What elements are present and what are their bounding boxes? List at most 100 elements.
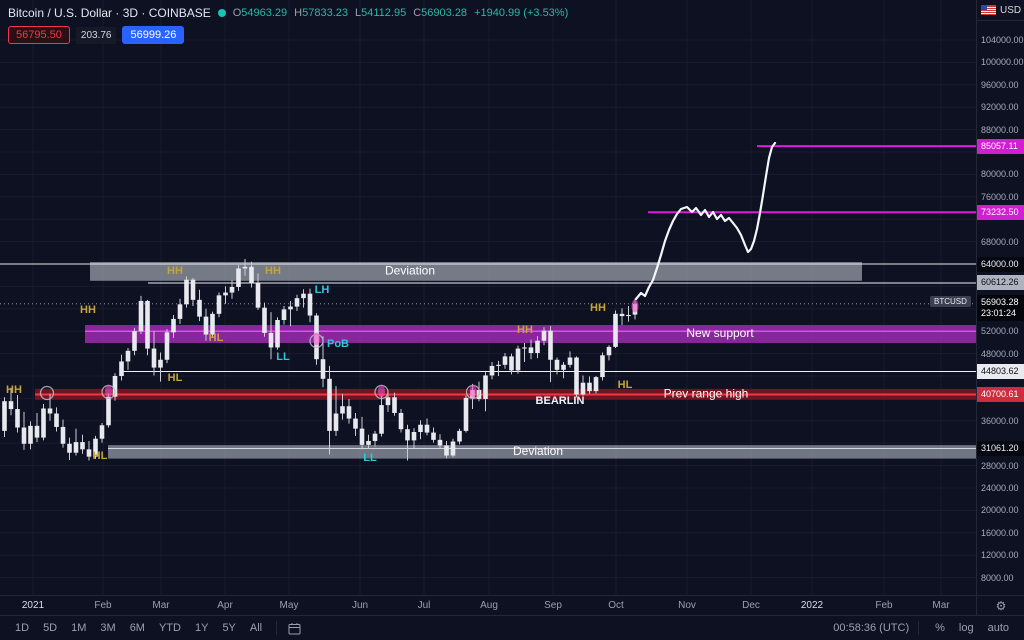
clock-utc[interactable]: 00:58:36 (UTC) bbox=[833, 622, 910, 634]
go-to-date-button[interactable] bbox=[284, 620, 305, 637]
pivot-highlight-marker bbox=[313, 332, 320, 346]
candle-body bbox=[41, 408, 46, 438]
candle-body bbox=[333, 413, 339, 431]
pivot-label: BEARLIN bbox=[536, 395, 585, 407]
candle-body bbox=[223, 292, 228, 296]
candle-body bbox=[379, 405, 384, 434]
candle-body bbox=[242, 266, 248, 269]
pivot-label: HH bbox=[80, 304, 96, 316]
price-axis-label: 36000.00 bbox=[981, 415, 1019, 426]
price-level-badge: 85057.11 bbox=[977, 138, 1024, 154]
candle-body bbox=[353, 418, 358, 429]
candle-body bbox=[554, 359, 560, 370]
ohlc-open: O54963.29 bbox=[232, 7, 288, 19]
candle-body bbox=[548, 330, 553, 360]
auto-scale-button[interactable]: auto bbox=[981, 620, 1016, 636]
time-axis-label: 2022 bbox=[800, 600, 824, 611]
time-axis-label: Nov bbox=[678, 600, 696, 611]
buy-button[interactable]: 56999.26 bbox=[122, 26, 185, 44]
ohlc-high: H57833.23 bbox=[294, 7, 349, 19]
candle-body bbox=[535, 340, 540, 354]
price-axis-label: 8000.00 bbox=[981, 572, 1014, 583]
candle-body bbox=[138, 300, 144, 332]
scale-buttons: % log auto bbox=[928, 620, 1016, 636]
bottom-toolbar: 1D 5D 1M 3M 6M YTD 1Y 5Y All 00:58:36 (UTC) % log… bbox=[0, 615, 1024, 640]
candle-body bbox=[444, 445, 449, 456]
percent-scale-button[interactable]: % bbox=[928, 620, 952, 636]
range-button-5d[interactable]: 5D bbox=[36, 620, 64, 636]
time-axis-label: Feb bbox=[875, 600, 893, 611]
range-button-1d[interactable]: 1D bbox=[8, 620, 36, 636]
change-value: +1940.99 (+3.53%) bbox=[474, 7, 569, 19]
candle-body bbox=[340, 406, 345, 414]
candle-body bbox=[125, 350, 131, 362]
candle-body bbox=[509, 356, 514, 371]
candle-body bbox=[431, 432, 436, 440]
price-axis-label: 100000.00 bbox=[981, 57, 1024, 68]
gear-icon[interactable]: ⚙ bbox=[995, 599, 1007, 613]
price-level-badge: 44803.62 bbox=[977, 363, 1024, 379]
sell-button[interactable]: 56795.50 bbox=[8, 26, 70, 44]
time-axis-label: Sep bbox=[544, 600, 562, 611]
candle-body bbox=[437, 439, 443, 446]
pivot-label: HL bbox=[618, 379, 633, 391]
axis-settings-corner[interactable]: ⚙ bbox=[976, 595, 1024, 616]
candle-body bbox=[164, 332, 170, 360]
candle-body bbox=[151, 348, 157, 368]
log-scale-button[interactable]: log bbox=[952, 620, 981, 636]
candle-body bbox=[281, 309, 287, 320]
price-axis[interactable]: 104000.00 100000.00 96000.00 92000.00 88000.… bbox=[976, 0, 1024, 595]
price-axis-label: 48000.00 bbox=[981, 348, 1019, 359]
range-button-6m[interactable]: 6M bbox=[123, 620, 152, 636]
candle-body bbox=[619, 313, 625, 317]
candle-body bbox=[385, 397, 391, 406]
range-button-1m[interactable]: 1M bbox=[64, 620, 93, 636]
chart-plot-area[interactable]: Deviation New support Prev range high Devia… bbox=[0, 0, 976, 595]
candle-body bbox=[307, 293, 313, 316]
candle-body bbox=[93, 438, 98, 457]
candle-body bbox=[262, 307, 267, 333]
candle-body bbox=[255, 283, 261, 308]
candle-body bbox=[606, 346, 612, 356]
candle-body bbox=[67, 443, 72, 453]
candle-body bbox=[203, 316, 209, 335]
range-button-5y[interactable]: 5Y bbox=[215, 620, 242, 636]
range-button-ytd[interactable]: YTD bbox=[152, 620, 188, 636]
price-axis-label: 92000.00 bbox=[981, 102, 1019, 113]
candle-body bbox=[411, 432, 417, 441]
candle-body bbox=[541, 330, 547, 341]
currency-selector[interactable]: USD bbox=[976, 0, 1024, 21]
candle-body bbox=[457, 430, 462, 442]
pivot-circle-marker bbox=[39, 385, 55, 401]
range-button-all[interactable]: All bbox=[243, 620, 269, 636]
symbol-title[interactable]: Bitcoin / U.S. Dollar · 3D · COINBASE bbox=[8, 6, 211, 20]
candle-body bbox=[502, 356, 508, 365]
candle-body bbox=[112, 376, 118, 397]
pivot-highlight-marker bbox=[378, 384, 385, 398]
candle-body bbox=[275, 320, 280, 348]
price-axis-label: 68000.00 bbox=[981, 236, 1019, 247]
candle-body bbox=[320, 359, 326, 379]
time-axis-label: Oct bbox=[608, 600, 624, 611]
price-level-badge: 40700.61 bbox=[977, 386, 1024, 402]
candle-body bbox=[80, 442, 85, 450]
time-axis-label: May bbox=[279, 600, 299, 611]
time-axis[interactable]: 2021 Feb Mar Apr May Jun Jul Aug Sep Oct Nov Dec 202… bbox=[0, 595, 976, 616]
time-axis-label: Mar bbox=[152, 600, 170, 611]
chart-canvas[interactable]: Deviation New support Prev range high Devia… bbox=[0, 0, 976, 595]
price-axis-label: 96000.00 bbox=[981, 79, 1019, 90]
candle-body bbox=[522, 347, 527, 349]
pivot-highlight-marker bbox=[631, 299, 639, 313]
candle-body bbox=[489, 365, 495, 376]
us-flag-icon bbox=[981, 5, 996, 15]
price-axis-label: 16000.00 bbox=[981, 527, 1019, 538]
candle-body bbox=[528, 347, 534, 354]
zone-band-label: Deviation bbox=[513, 444, 563, 458]
range-button-1y[interactable]: 1Y bbox=[188, 620, 215, 636]
projection-line bbox=[634, 141, 777, 301]
time-axis-label: Apr bbox=[217, 600, 233, 611]
time-axis-label: Mar bbox=[932, 600, 950, 611]
price-axis-label: 80000.00 bbox=[981, 169, 1019, 180]
range-button-3m[interactable]: 3M bbox=[93, 620, 122, 636]
